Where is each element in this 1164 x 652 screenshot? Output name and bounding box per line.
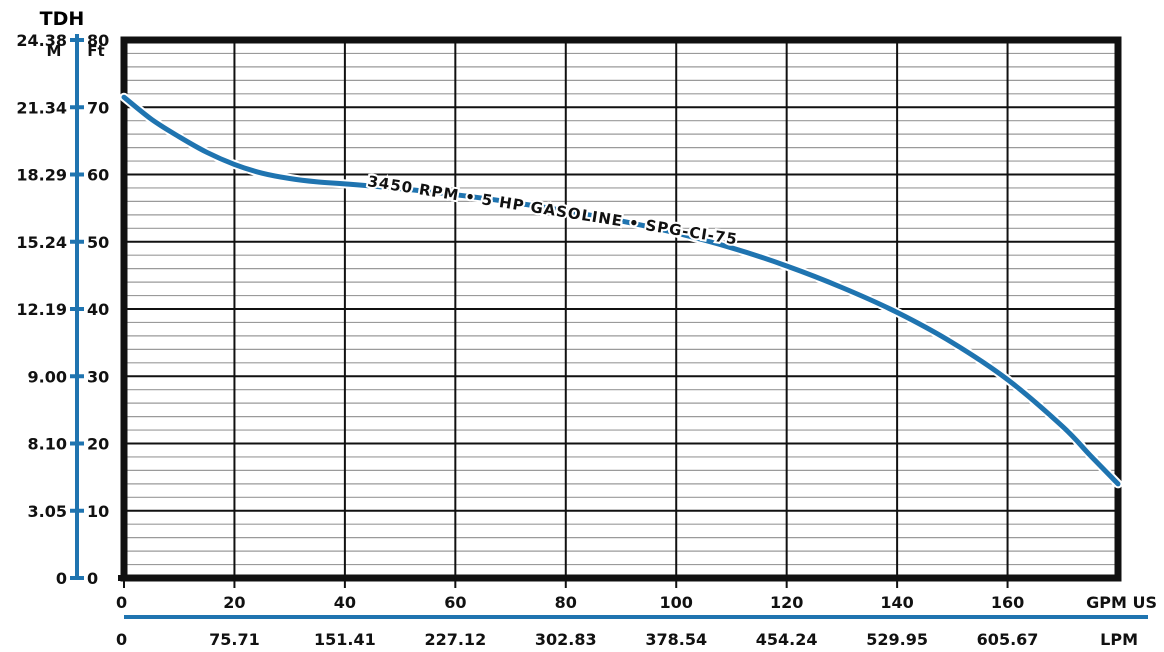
x-unit-gpm: GPM US [1086, 593, 1157, 612]
y-tick-label-ft: 10 [87, 502, 109, 521]
y-tick-label-m: 15.24 [16, 233, 67, 252]
x-tick-label-lpm: 227.12 [424, 630, 486, 649]
x-tick-label-gpm: 160 [991, 593, 1024, 612]
x-tick-label-gpm: 60 [444, 593, 466, 612]
major-grid [124, 40, 1118, 578]
x-tick-label-gpm: 40 [334, 593, 356, 612]
y-tick-label-m: 3.05 [28, 502, 67, 521]
y-axis-title: TDH [40, 8, 85, 30]
x-tick-label-lpm: 529.95 [866, 630, 928, 649]
y-unit-ft-label: Ft [87, 42, 104, 60]
x-tick-label-gpm: 100 [660, 593, 693, 612]
y-unit-m-label: M [47, 42, 62, 60]
y-tick-label-ft: 0 [87, 569, 98, 588]
y-tick-label-m: 18.29 [16, 166, 67, 185]
y-tick-label-m: 12.19 [16, 300, 67, 319]
y-tick-label-ft: 60 [87, 166, 109, 185]
pump-performance-curve [121, 94, 1121, 487]
curve-label: 3450 RPM • 5 HP GASOLINE • SPG-CI-75 [366, 172, 739, 248]
y-tick-label-ft: 70 [87, 98, 109, 117]
y-tick-label-ft: 40 [87, 300, 109, 319]
x-unit-lpm: LPM [1100, 630, 1138, 649]
y-tick-label-ft: 20 [87, 435, 109, 454]
x-tick-label-gpm: 120 [770, 593, 803, 612]
y-tick-label-ft: 80 [87, 31, 109, 50]
x-tick-label-gpm: 140 [880, 593, 913, 612]
minor-grid [124, 52, 1118, 566]
y-tick-label-m: 0 [56, 569, 67, 588]
x-tick-label-lpm: 605.67 [977, 630, 1039, 649]
x-tick-label-gpm: 20 [223, 593, 245, 612]
y-tick-label-m: 24.38 [16, 31, 67, 50]
x-tick-label-lpm: 378.54 [645, 630, 707, 649]
x-tick-label-lpm: 75.71 [209, 630, 260, 649]
y-tick-label-ft: 50 [87, 233, 109, 252]
x-tick-label-lpm: 0 [116, 630, 127, 649]
x-tick-label-lpm: 454.24 [756, 630, 818, 649]
y-tick-label-m: 21.34 [16, 98, 67, 117]
curve-halo [119, 92, 1123, 489]
y-tick-label-m: 8.10 [28, 435, 67, 454]
x-tick-label-gpm: 80 [555, 593, 577, 612]
x-tick-label-gpm: 0 [116, 593, 127, 612]
x-tick-label-lpm: 302.83 [535, 630, 597, 649]
x-tick-label-lpm: 151.41 [314, 630, 376, 649]
y-tick-label-ft: 30 [87, 367, 109, 386]
x-axis-ticks: 0 0 20 75.71 40 151.41 60 227.12 80 302.83 100 378.… [116, 578, 1157, 649]
y-axis-ticks: 0 0 10 3.05 20 8.10 30 9.00 40 12.19 50 15.24 60 18.2… [16, 31, 109, 588]
y-tick-label-m: 9.00 [28, 367, 67, 386]
